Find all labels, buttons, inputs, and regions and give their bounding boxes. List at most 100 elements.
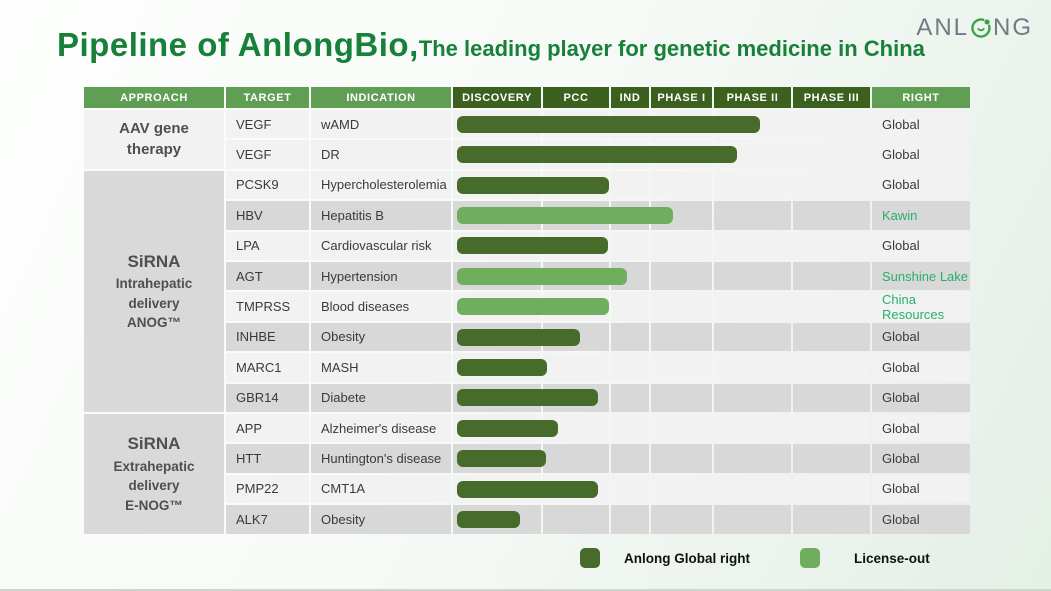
legend-item-license-out: License-out [800, 548, 930, 568]
anlong-logo: ANL NG [916, 14, 1033, 42]
indication-cell: Diabete [311, 383, 451, 412]
indication-cell: Alzheimer's disease [311, 414, 451, 443]
logo-o-leaf-icon [969, 17, 993, 39]
title-subtitle: The leading player for genetic medicine … [418, 36, 925, 61]
phase-cell [793, 140, 870, 169]
phase-cell [714, 353, 791, 382]
indication-cell: CMT1A [311, 474, 451, 504]
phase-cell [714, 201, 791, 230]
right-cell: Global [872, 110, 970, 139]
target-cell: GBR14 [226, 383, 309, 412]
phase-cell [714, 292, 791, 321]
phase-cell [793, 444, 870, 473]
phase-cell [651, 262, 712, 291]
phase-cell [611, 292, 649, 321]
indication-cell: Hepatitis B [311, 201, 451, 230]
target-cell: AGT [226, 262, 309, 291]
progress-bar [457, 450, 546, 468]
progress-bar [457, 419, 558, 437]
phase-cell [793, 353, 870, 382]
right-cell: Global [872, 170, 970, 200]
phase-cell [793, 201, 870, 230]
approach-line: SiRNA [127, 434, 181, 454]
header-cell-right: RIGHT [872, 87, 970, 108]
phase-cell [714, 231, 791, 260]
phase-cell [611, 474, 649, 504]
right-cell: Global [872, 444, 970, 473]
indication-cell: Blood diseases [311, 292, 451, 321]
phase-cell [793, 231, 870, 260]
approach-line: therapy [126, 141, 182, 159]
phase-cell [714, 474, 791, 504]
phase-cell [793, 262, 870, 291]
phase-cell [793, 110, 870, 139]
target-cell: HBV [226, 201, 309, 230]
title-main: Pipeline of AnlongBio, [57, 26, 419, 63]
target-cell: HTT [226, 444, 309, 473]
legend-item-anlong: Anlong Global right [580, 548, 750, 568]
legend-label: License-out [854, 550, 930, 566]
progress-bar [457, 267, 628, 285]
progress-bar [457, 115, 760, 133]
progress-bar [457, 298, 609, 316]
header-cell-phase-ii: PHASE II [714, 87, 791, 108]
phase-cell [651, 444, 712, 473]
target-cell: VEGF [226, 110, 309, 139]
right-cell: Sunshine Lake [872, 262, 970, 291]
approach-line: delivery [128, 478, 180, 494]
phase-cell [793, 505, 870, 534]
phase-cell [611, 231, 649, 260]
phase-cell [543, 444, 609, 473]
progress-bar [457, 176, 609, 194]
header-cell-approach: APPROACH [84, 87, 224, 108]
approach-line: AAV gene [119, 119, 189, 137]
target-cell: MARC1 [226, 353, 309, 382]
approach-line: Intrahepatic [115, 276, 193, 292]
header-cell-indication: INDICATION [311, 87, 451, 108]
phase-cell [651, 322, 712, 352]
approach-cell: SiRNA Extrahepatic delivery E-NOG™ [84, 414, 224, 534]
right-cell: Global [872, 414, 970, 443]
progress-bar [457, 146, 737, 164]
phase-cell [651, 292, 712, 321]
indication-cell: wAMD [311, 110, 451, 139]
progress-bar [457, 328, 580, 346]
approach-line: Extrahepatic [113, 458, 195, 474]
indication-cell: Obesity [311, 322, 451, 352]
phase-cell [793, 170, 870, 200]
phase-cell [651, 170, 712, 200]
right-cell: Kawin [872, 201, 970, 230]
phase-cell [611, 505, 649, 534]
phase-cell [714, 170, 791, 200]
phase-cell [611, 322, 649, 352]
header-cell-phase-i: PHASE I [651, 87, 712, 108]
indication-cell: DR [311, 140, 451, 169]
phase-cell [714, 444, 791, 473]
legend-swatch-license-out [800, 548, 820, 568]
approach-line: E-NOG™ [125, 497, 183, 513]
approach-line: SiRNA [127, 251, 181, 271]
phase-cell [793, 414, 870, 443]
phase-cell [611, 444, 649, 473]
header-cell-phase-iii: PHASE III [793, 87, 870, 108]
phase-cell [651, 353, 712, 382]
right-cell: Global [872, 231, 970, 260]
right-cell: Global [872, 322, 970, 352]
phase-cell [651, 231, 712, 260]
right-cell: Global [872, 383, 970, 412]
approach-line: ANOG™ [127, 315, 181, 331]
phase-cell [714, 322, 791, 352]
target-cell: LPA [226, 231, 309, 260]
target-cell: INHBE [226, 322, 309, 352]
header-cell-discovery: DISCOVERY [453, 87, 541, 108]
target-cell: TMPRSS [226, 292, 309, 321]
right-cell: Global [872, 505, 970, 534]
phase-cell [611, 383, 649, 412]
approach-line: delivery [128, 295, 180, 311]
pipeline-table: APPROACH TARGET INDICATION DISCOVERY PCC IND P… [84, 87, 972, 537]
indication-cell: MASH [311, 353, 451, 382]
header-cell-target: TARGET [226, 87, 309, 108]
indication-cell: Hypertension [311, 262, 451, 291]
progress-bar [457, 358, 548, 376]
